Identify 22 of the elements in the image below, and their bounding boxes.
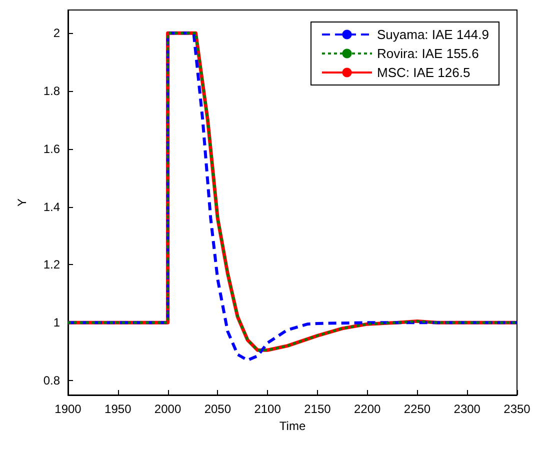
x-tick-label: 2350 — [504, 402, 531, 416]
y-tick-label: 1.4 — [43, 200, 60, 214]
x-tick-label: 2200 — [354, 402, 382, 416]
y-tick-label: 1 — [53, 316, 60, 330]
y-tick-label: 1.6 — [43, 142, 60, 156]
legend-label: Suyama: IAE 144.9 — [376, 27, 490, 42]
legend-label: MSC: IAE 126.5 — [376, 65, 470, 80]
x-tick-label: 2150 — [304, 402, 332, 416]
legend-label: Rovira: IAE 155.6 — [376, 46, 479, 61]
y-axis-title: Y — [15, 198, 29, 207]
x-tick-label: 2000 — [154, 402, 182, 416]
y-tick-label: 2 — [53, 26, 60, 40]
x-tick-label: 1900 — [54, 402, 82, 416]
x-axis-title: Time — [279, 418, 306, 433]
x-tick-label: 2250 — [404, 402, 431, 416]
y-tick-label: 1.8 — [43, 84, 60, 98]
y-tick-label: 1.2 — [43, 258, 60, 272]
x-tick-label: 2050 — [204, 402, 232, 416]
x-tick-label: 1950 — [104, 402, 132, 416]
y-tick-label: 0.8 — [43, 374, 60, 388]
x-tick-label: 2100 — [254, 402, 282, 416]
x-tick-label: 2300 — [454, 402, 481, 416]
